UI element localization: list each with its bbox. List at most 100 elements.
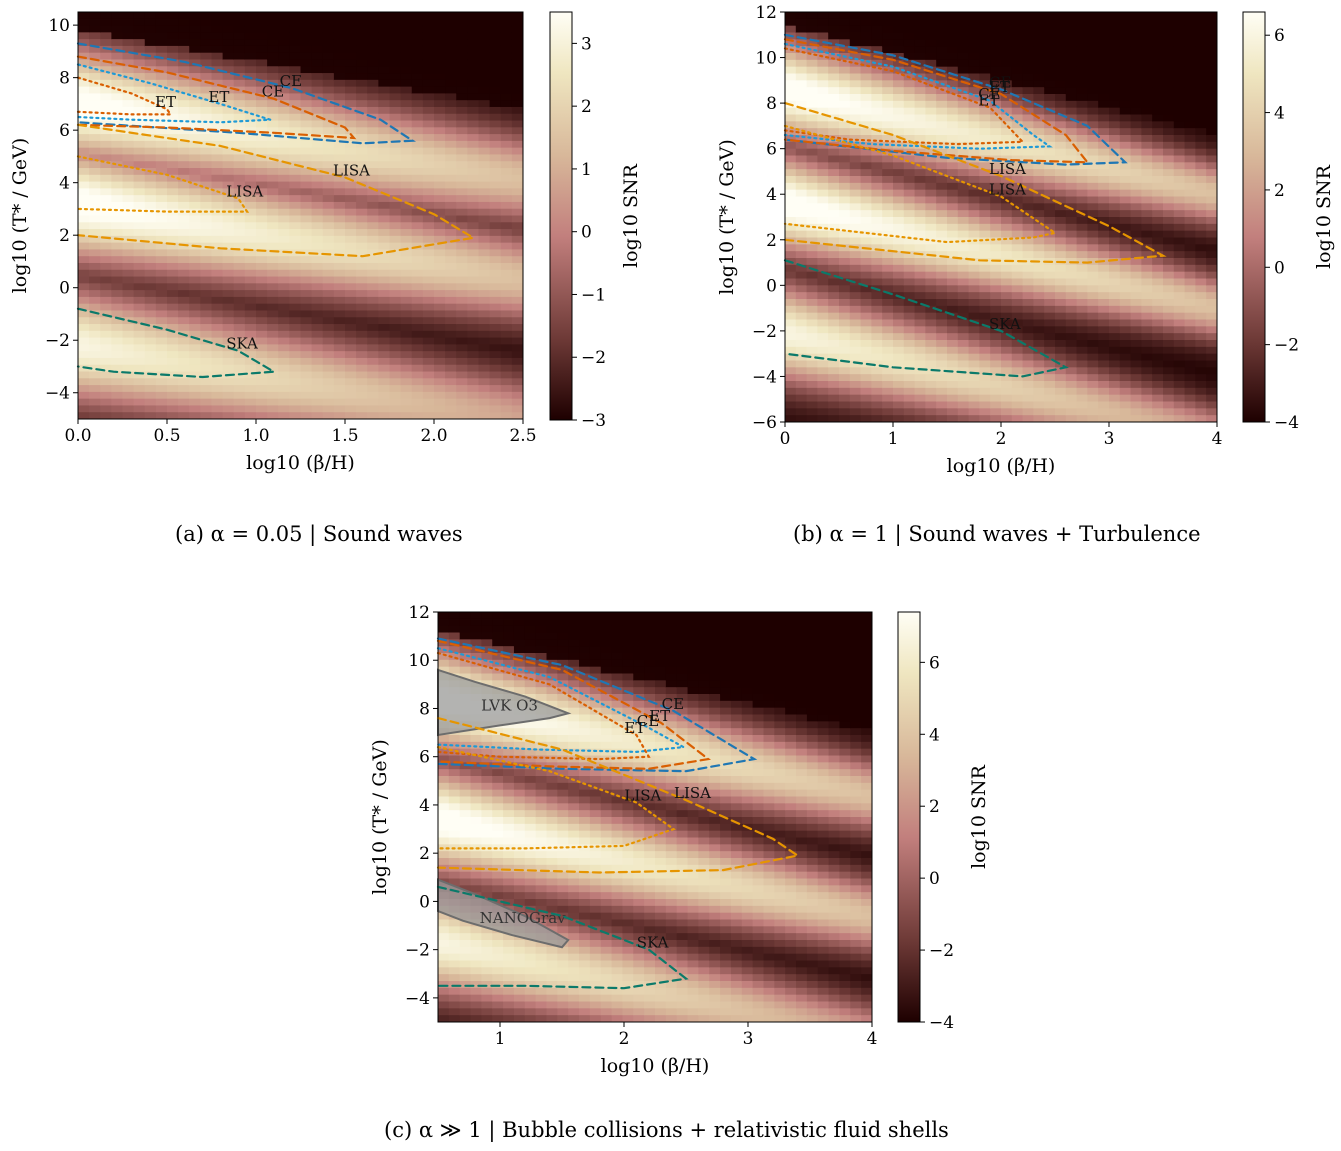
- y-tick-label: 0: [419, 892, 430, 912]
- y-tick-label: 6: [766, 140, 777, 160]
- contour-line-1: [783, 38, 1090, 164]
- x-tick-label: 2.5: [509, 426, 536, 446]
- contour-label-4: LISA: [674, 784, 711, 802]
- colorbar-tick-label: −2: [581, 348, 606, 368]
- y-axis-label: log10 (T* / GeV): [716, 139, 738, 295]
- y-tick-label: 4: [419, 796, 430, 816]
- x-axis-label: log10 (β/H): [947, 455, 1056, 477]
- contour-label-6: SKA: [637, 934, 669, 952]
- y-axis-label: log10 (T* / GeV): [9, 138, 31, 294]
- contour-line-0: [783, 33, 1128, 166]
- y-tick-label: 6: [419, 748, 430, 768]
- colorbar-tick-label: −2: [1274, 336, 1299, 356]
- contour-line-4: [76, 123, 477, 258]
- x-tick-label: 0.5: [153, 426, 180, 446]
- contour-label-3: ET: [978, 92, 999, 110]
- y-tick-label: 12: [755, 3, 777, 23]
- contour-label-5: LISA: [989, 181, 1026, 199]
- y-tick-label: −4: [45, 384, 70, 404]
- shaded-region-1: [437, 878, 570, 949]
- y-tick-label: 12: [408, 603, 430, 623]
- x-tick-label: 2: [996, 429, 1007, 449]
- y-tick-label: 4: [59, 174, 70, 194]
- colorbar: −4 −2 0 2 4 6 log10 SNR: [1242, 11, 1335, 433]
- contour-line-2: [76, 63, 271, 124]
- contour-label-0: CE: [989, 73, 1011, 91]
- caption-a: (a) α = 0.05 | Sound waves: [175, 522, 463, 546]
- contour-line-1: [436, 639, 711, 770]
- colorbar-tick-label: 4: [1274, 104, 1285, 124]
- colorbar-gradient: [549, 11, 573, 421]
- contour-label-1: ET: [649, 707, 670, 725]
- contour-line-0: [436, 637, 758, 773]
- contour-line-5: [76, 155, 250, 213]
- colorbar-ticks: −3 −2 −1 0 1 2 3: [572, 34, 606, 431]
- contour-line-4: [436, 717, 801, 874]
- caption-c: (c) α ≫ 1 | Bubble collisions + relativi…: [384, 1118, 949, 1142]
- colorbar-tick-label: −4: [929, 1013, 954, 1033]
- x-axis: 1 2 3 4: [495, 1022, 878, 1049]
- contour-label-6: SKA: [226, 335, 258, 353]
- y-tick-label: 10: [755, 49, 777, 69]
- colorbar-gradient: [897, 611, 921, 1023]
- colorbar-ticks: −4 −2 0 2 4 6: [1265, 26, 1299, 433]
- contour-label-5: LISA: [624, 787, 661, 805]
- contour-line-3: [76, 76, 173, 116]
- x-axis: 0.0 0.5 1.0 1.5 2.0 2.5: [64, 419, 537, 446]
- y-tick-label: 2: [766, 231, 777, 251]
- y-axis: −4 −2 0 2 4 6 8 10: [45, 16, 78, 404]
- y-axis: −6 −4 −2 0 2 4 6 8 10 12: [752, 3, 785, 433]
- colorbar-tick-label: 0: [929, 869, 940, 889]
- y-tick-label: −4: [405, 989, 430, 1009]
- colorbar-tick-label: −1: [581, 285, 606, 305]
- colorbar-tick-label: −4: [1274, 413, 1299, 433]
- x-tick-label: 1.5: [331, 426, 358, 446]
- y-tick-label: 8: [419, 699, 430, 719]
- contour-line-2: [783, 42, 1053, 150]
- y-tick-label: 8: [766, 94, 777, 114]
- x-tick-label: 1: [888, 429, 899, 449]
- contour-line-6: [76, 307, 278, 379]
- contour-label-2: ET: [208, 88, 229, 106]
- shaded-region-label: NANOGrav: [480, 909, 566, 927]
- colorbar-label: log10 SNR: [1313, 164, 1335, 269]
- colorbar-tick-label: −3: [581, 411, 606, 431]
- contour-label-5: LISA: [226, 182, 263, 200]
- y-tick-label: 0: [59, 279, 70, 299]
- x-tick-label: 1.0: [242, 426, 269, 446]
- colorbar-tick-label: 6: [1274, 26, 1285, 46]
- contour-line-5: [436, 746, 676, 850]
- colorbar-label: log10 SNR: [620, 163, 642, 268]
- shaded-region-label: LVK O3: [481, 697, 538, 715]
- contour-line-1: [76, 55, 357, 140]
- y-tick-label: 10: [408, 651, 430, 671]
- colorbar-tick-label: 0: [1274, 258, 1285, 278]
- contour-label-0: CE: [662, 695, 684, 713]
- contour-line-5: [783, 124, 1058, 244]
- y-tick-label: 10: [48, 16, 70, 36]
- contour-label-0: CE: [280, 72, 302, 90]
- y-tick-label: −2: [45, 331, 70, 351]
- y-tick-label: 2: [59, 226, 70, 246]
- colorbar-tick-label: 6: [929, 653, 940, 673]
- contour-label-3: ET: [155, 93, 176, 111]
- x-tick-label: 3: [743, 1029, 754, 1049]
- y-tick-label: −2: [752, 322, 777, 342]
- colorbar-label: log10 SNR: [968, 764, 990, 869]
- colorbar: −4 −2 0 2 4 6 log10 SNR: [897, 611, 990, 1033]
- x-axis: 0 1 2 3 4: [780, 422, 1222, 449]
- y-tick-label: 2: [419, 844, 430, 864]
- x-tick-label: 1: [495, 1029, 506, 1049]
- contour-label-4: LISA: [989, 160, 1026, 178]
- heatmap: [438, 612, 872, 1022]
- colorbar-tick-label: 3: [581, 34, 592, 54]
- plot-frame: [77, 11, 524, 420]
- y-axis: −4 −2 0 2 4 6 8 10 12: [405, 603, 438, 1009]
- x-tick-label: 4: [867, 1029, 878, 1049]
- contour-label-4: LISA: [333, 161, 370, 179]
- contour-line-6: [783, 259, 1069, 378]
- shaded-region-0: [437, 668, 572, 737]
- y-tick-label: −2: [405, 941, 430, 961]
